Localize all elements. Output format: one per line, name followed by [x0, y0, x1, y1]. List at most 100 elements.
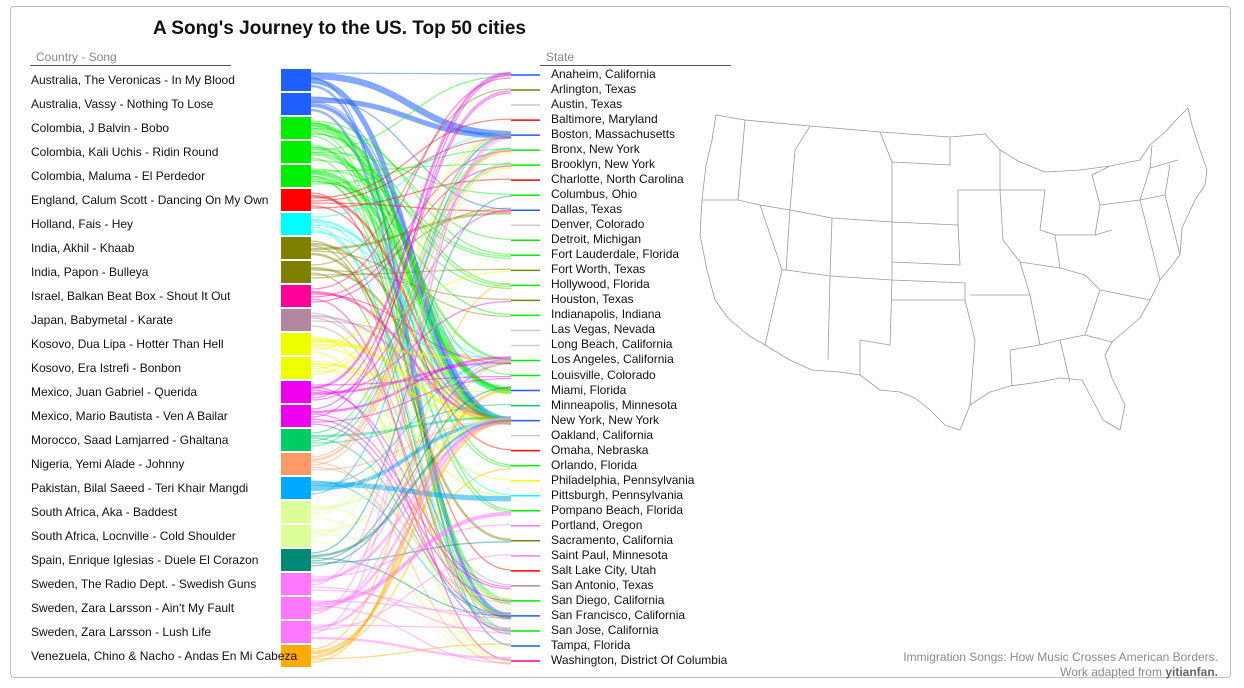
song-bar[interactable]: [281, 501, 311, 523]
city-label: San Jose, California: [551, 622, 659, 637]
song-bar[interactable]: [281, 621, 311, 643]
song-bar[interactable]: [281, 309, 311, 331]
song-bar[interactable]: [281, 165, 311, 187]
song-bar[interactable]: [281, 93, 311, 115]
song-bar[interactable]: [281, 237, 311, 259]
flow-link: [310, 240, 512, 617]
flow-link: [310, 72, 512, 138]
flow-link: [310, 517, 512, 660]
city-label: San Antonio, Texas: [551, 577, 654, 592]
song-bar[interactable]: [281, 525, 311, 547]
song-label: Colombia, J Balvin - Bobo: [31, 121, 170, 135]
city-label: Indianapolis, Indiana: [551, 307, 662, 322]
city-label: San Francisco, California: [551, 607, 686, 622]
flow-link: [310, 351, 512, 663]
flow-link: [310, 229, 512, 615]
state-lines: [702, 119, 1181, 406]
song-bar[interactable]: [281, 285, 311, 307]
flow-link: [310, 127, 512, 240]
flow-link: [310, 202, 512, 212]
flow-link: [310, 146, 512, 288]
song-bar[interactable]: [281, 429, 311, 451]
flow-link: [310, 422, 512, 510]
flow-link: [310, 122, 512, 511]
flow-link: [310, 360, 512, 511]
city-label: Saint Paul, Minnesota: [551, 547, 668, 562]
city-label: Louisville, Colorado: [551, 367, 656, 382]
song-bar[interactable]: [281, 357, 311, 379]
flow-link: [310, 194, 512, 424]
flow-link: [310, 133, 512, 495]
flow-link: [310, 150, 512, 298]
flow-link: [310, 90, 512, 399]
city-label: Houston, Texas: [551, 292, 634, 307]
chart-title: A Song's Journey to the US. Top 50 citie…: [153, 18, 526, 39]
flow-link: [310, 336, 512, 616]
flow-link: [310, 165, 512, 303]
flow-link: [310, 221, 512, 496]
flow-link: [310, 218, 512, 419]
city-label: Las Vegas, Nevada: [551, 322, 656, 337]
flow-link: [310, 224, 512, 363]
flow-link: [310, 132, 512, 376]
song-bars: [281, 69, 311, 667]
city-label: Fort Worth, Texas: [551, 262, 646, 277]
flow-link: [310, 314, 512, 420]
song-bar[interactable]: [281, 597, 311, 619]
flow-link: [310, 388, 512, 659]
city-label: Baltimore, Maryland: [551, 112, 658, 127]
flow-link: [310, 101, 512, 391]
song-bar[interactable]: [281, 69, 311, 91]
song-bar[interactable]: [281, 573, 311, 595]
flow-link: [310, 541, 512, 564]
flow-link: [310, 624, 512, 629]
song-label: Holland, Fais - Hey: [31, 217, 134, 231]
song-bar[interactable]: [281, 381, 311, 403]
flow-link: [310, 416, 512, 438]
flow-link: [310, 533, 512, 599]
song-bar[interactable]: [281, 645, 311, 667]
credit-line-1: Immigration Songs: How Music Crosses Ame…: [903, 650, 1218, 664]
song-bar[interactable]: [281, 189, 311, 211]
flow-link: [310, 377, 512, 423]
flow-link: [310, 320, 512, 360]
song-bar[interactable]: [281, 117, 311, 139]
flow-link: [310, 358, 512, 487]
city-label: Tampa, Florida: [551, 637, 631, 652]
credit-author: yitianfan.: [1165, 665, 1218, 679]
country-song-header: Country - Song: [30, 50, 231, 66]
chart-frame: [10, 6, 1231, 678]
flow-link: [310, 524, 512, 578]
flow-link: [310, 151, 512, 361]
flow-link: [310, 242, 512, 421]
song-label: Spain, Enrique Iglesias - Duele El Coraz…: [31, 553, 259, 567]
song-bar[interactable]: [281, 261, 311, 283]
song-bar[interactable]: [281, 141, 311, 163]
song-bar[interactable]: [281, 477, 311, 499]
song-label: Colombia, Maluma - El Perdedor: [31, 169, 206, 183]
flow-link: [310, 466, 512, 604]
flow-link: [310, 132, 512, 634]
song-bar[interactable]: [281, 405, 311, 427]
city-label: Pompano Beach, Florida: [551, 502, 684, 517]
credit: Immigration Songs: How Music Crosses Ame…: [903, 650, 1218, 680]
song-label: Mexico, Juan Gabriel - Querida: [31, 385, 198, 399]
flow-link: [310, 136, 512, 434]
flow-link: [310, 269, 512, 301]
flow-link: [310, 245, 512, 635]
flow-link: [310, 131, 512, 458]
song-bar[interactable]: [281, 213, 311, 235]
flow-link: [310, 361, 512, 663]
flow-link: [310, 270, 512, 343]
flow-link: [310, 148, 512, 185]
song-bar[interactable]: [281, 549, 311, 571]
flow-link: [310, 418, 512, 602]
city-label: Fort Lauderdale, Florida: [551, 247, 680, 262]
flow-link: [310, 88, 512, 266]
flow-link: [310, 77, 512, 290]
song-bar[interactable]: [281, 453, 311, 475]
city-label: Oakland, California: [551, 427, 654, 442]
song-label: Australia, Vassy - Nothing To Lose: [31, 97, 214, 111]
song-bar[interactable]: [281, 333, 311, 355]
flow-link: [310, 72, 512, 75]
